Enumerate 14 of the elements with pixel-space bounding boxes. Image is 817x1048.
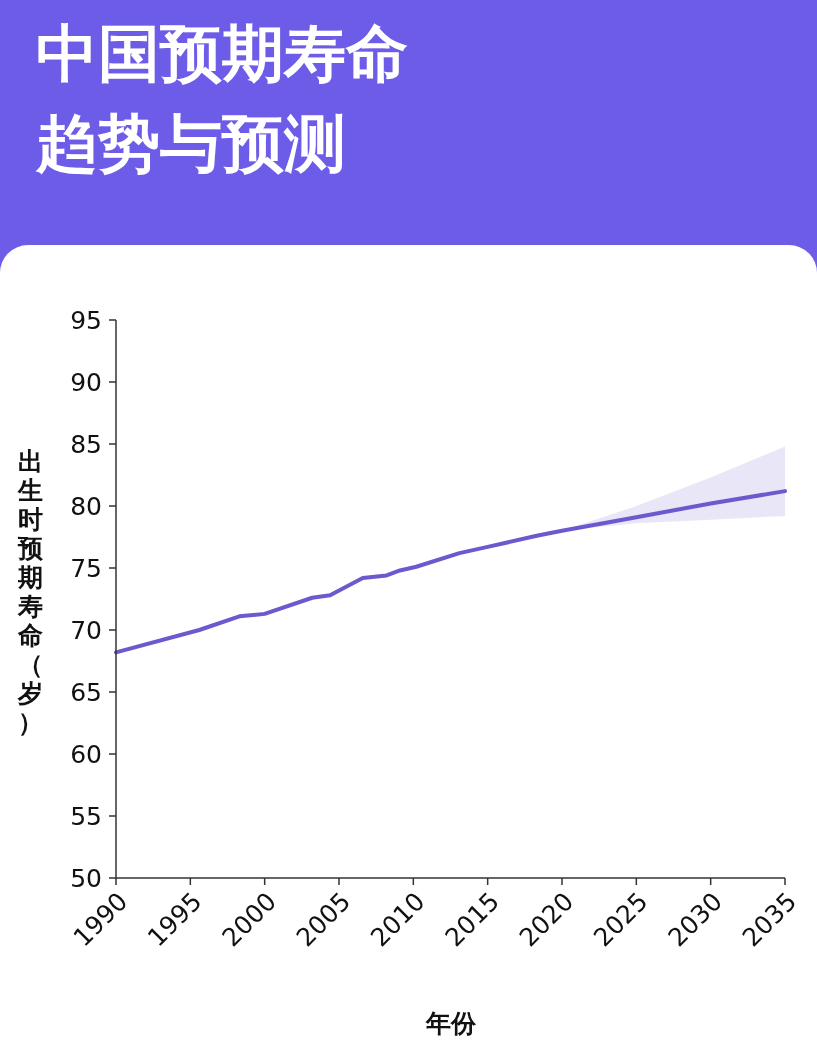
chart-title: 中国预期寿命趋势与预测 (35, 17, 408, 180)
y-tick-label: 50 (70, 863, 102, 893)
y-tick-label: 65 (70, 677, 102, 707)
y-tick-label: 80 (70, 491, 102, 521)
y-tick-label: 75 (70, 553, 102, 583)
y-tick-label: 60 (70, 739, 102, 769)
text: 出生时预期寿命（岁） (17, 447, 43, 737)
y-tick-label: 70 (70, 615, 102, 645)
y-tick-label: 85 (70, 429, 102, 459)
y-tick-label: 95 (70, 305, 102, 335)
line-series (114, 489, 787, 655)
x-axis-title: 年份 (424, 1009, 477, 1038)
y-tick-label: 55 (70, 801, 102, 831)
y-tick-label: 90 (70, 367, 102, 397)
